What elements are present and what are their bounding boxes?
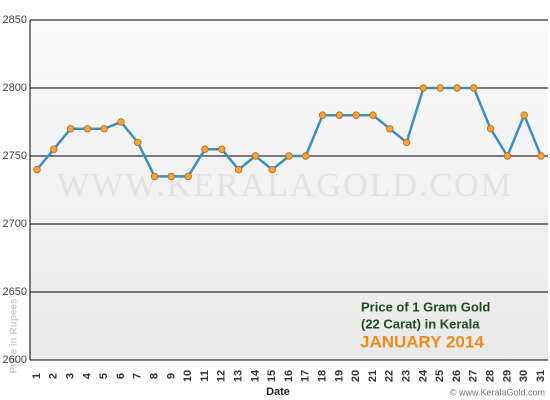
x-axis-label: Date (266, 386, 290, 398)
x-tick-label: 15 (266, 370, 278, 382)
data-point (453, 84, 461, 92)
chart-subtitle: JANUARY 2014 (360, 332, 484, 351)
x-tick-label: 17 (300, 370, 312, 382)
x-tick-label: 22 (384, 370, 396, 382)
data-point (234, 165, 243, 174)
x-tick-label: 26 (451, 370, 463, 382)
x-tick-label: 11 (199, 370, 211, 382)
data-point (302, 152, 310, 160)
x-tick-label: 31 (535, 370, 547, 382)
data-point (402, 138, 411, 147)
x-tick-label: 9 (165, 373, 177, 379)
x-tick-label: 10 (182, 370, 194, 382)
x-tick-label: 23 (401, 370, 413, 382)
x-tick-label: 30 (518, 370, 530, 382)
watermark: WWW.KERALAGOLD.COM (57, 167, 513, 204)
data-point (486, 125, 495, 133)
data-point (201, 145, 209, 153)
x-tick-label: 5 (98, 373, 110, 379)
data-point (352, 111, 360, 119)
x-tick-label: 18 (317, 370, 329, 382)
data-point (100, 125, 108, 133)
x-tick-label: 4 (81, 372, 93, 379)
data-point (50, 145, 58, 153)
y-axis-label: Price in Rupees (9, 298, 20, 373)
data-point (117, 118, 125, 126)
x-tick-label: 2 (48, 373, 60, 379)
data-point (218, 145, 226, 153)
data-point (537, 152, 545, 160)
y-tick-label: 2650 (3, 286, 27, 298)
x-tick-label: 25 (434, 370, 446, 382)
data-point (285, 152, 293, 160)
data-point (167, 172, 176, 181)
data-point (318, 111, 327, 119)
data-point (184, 172, 192, 181)
chart-title: (22 Carat) in Kerala (361, 316, 480, 331)
plot-area (30, 20, 548, 360)
data-point (419, 84, 428, 92)
x-tick-label: 1 (31, 373, 43, 379)
x-tick-label: 24 (417, 369, 429, 382)
x-tick-label: 16 (283, 370, 295, 382)
data-point (66, 125, 75, 133)
y-tick-label: 2850 (3, 14, 27, 26)
data-point (369, 111, 377, 119)
data-point (503, 152, 512, 160)
x-tick-label: 14 (249, 369, 261, 382)
data-point (520, 111, 528, 119)
data-point (470, 84, 478, 92)
data-point (436, 84, 444, 92)
x-tick-label: 13 (233, 370, 245, 382)
x-tick-label: 27 (468, 370, 480, 382)
data-point (33, 165, 41, 174)
x-tick-label: 12 (216, 370, 228, 382)
x-tick-label: 21 (367, 370, 379, 382)
x-tick-label: 6 (115, 373, 127, 379)
footer: © www.KeralaGold.com (450, 387, 545, 397)
y-tick-label: 2750 (3, 150, 27, 162)
chart-title: Price of 1 Gram Gold (361, 299, 490, 314)
data-point (83, 125, 92, 133)
x-tick-label: 29 (501, 370, 513, 382)
x-tick-label: 28 (485, 370, 497, 382)
y-tick-label: 2600 (3, 354, 27, 366)
data-point (335, 111, 344, 119)
x-tick-label: 3 (65, 373, 77, 379)
y-tick-label: 2700 (3, 218, 27, 230)
x-tick-label: 20 (350, 370, 362, 382)
x-tick-label: 19 (333, 370, 345, 382)
data-point (251, 152, 260, 160)
data-point (134, 138, 142, 147)
x-tick-label: 8 (149, 373, 161, 379)
y-tick-label: 2800 (3, 82, 27, 94)
data-point (268, 165, 276, 174)
data-point (386, 125, 394, 133)
data-point (150, 172, 159, 181)
x-tick-label: 7 (132, 373, 144, 379)
